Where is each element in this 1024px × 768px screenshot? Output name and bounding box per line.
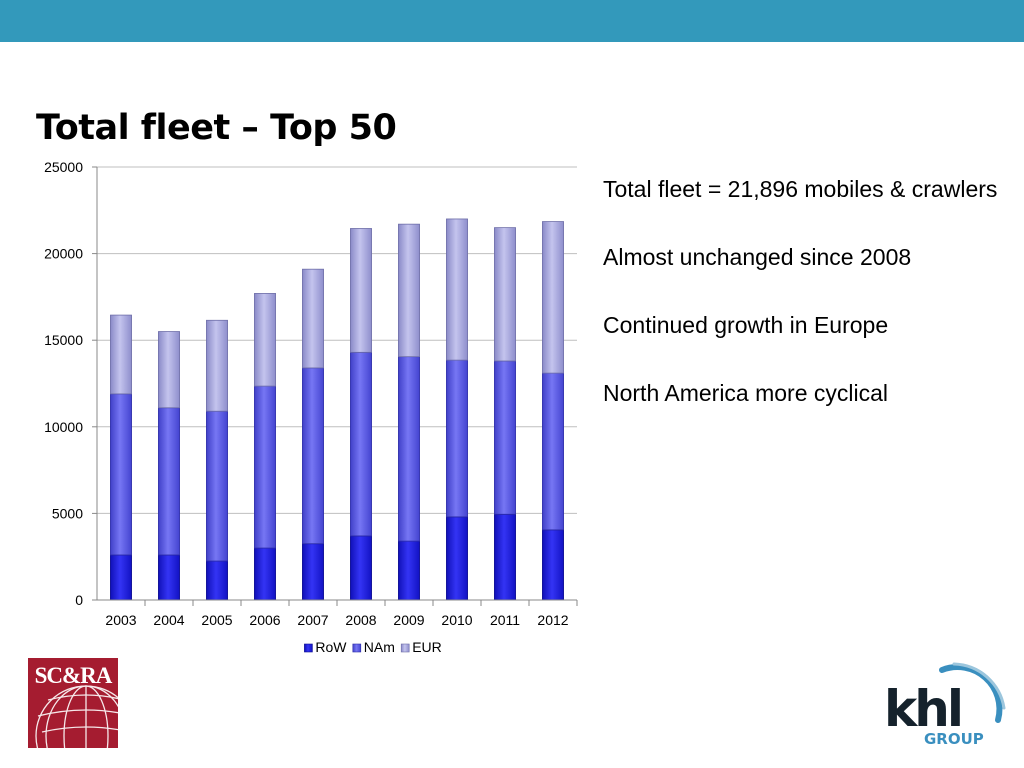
legend-label-eur: EUR [412,639,442,655]
note-unchanged: Almost unchanged since 2008 [603,244,912,270]
bar-row-2005 [206,560,228,601]
bar-eur-2011 [494,227,516,362]
bar-row-2011 [494,513,516,601]
bar-nam-2005 [206,410,228,562]
scra-logo-icon: SC&RA [28,658,118,748]
x-tick-label: 2009 [393,612,424,628]
bar-nam-2007 [302,367,324,545]
legend-label-nam: NAm [364,639,395,655]
bar-nam-2009 [398,356,420,542]
khl-group-logo-icon: khl GROUP [884,662,1006,748]
notes-panel: Total fleet = 21,896 mobiles & crawlers … [603,174,1013,446]
bar-row-2006 [254,547,276,601]
y-tick-label: 10000 [44,419,83,435]
bar-eur-2009 [398,223,420,358]
bar-row-2007 [302,543,324,601]
y-tick-label: 5000 [52,505,83,521]
x-tick-label: 2005 [201,612,232,628]
bar-row-2012 [542,529,564,601]
scra-logo-text: SC&RA [35,663,113,688]
x-tick-label: 2004 [153,612,184,628]
bar-nam-2010 [446,359,468,518]
note-north-america: North America more cyclical [603,380,889,406]
x-tick-label: 2011 [490,612,520,628]
bar-eur-2007 [302,268,324,369]
bar-nam-2008 [350,351,372,537]
y-tick-label: 20000 [44,246,83,262]
note-europe-growth: Continued growth in Europe [603,312,889,338]
bar-eur-2008 [350,228,372,353]
legend-swatch-eur [400,643,410,653]
khl-group-text: GROUP [924,730,984,748]
x-tick-label: 2006 [249,612,280,628]
x-tick-label: 2007 [297,612,328,628]
khl-logo-text: khl [884,680,961,738]
bar-row-2009 [398,540,420,601]
bar-row-2008 [350,535,372,601]
note-total-fleet: Total fleet = 21,896 mobiles & crawlers [603,176,998,202]
x-tick-label: 2010 [441,612,472,628]
legend-swatch-nam [352,643,362,653]
bar-eur-2012 [542,221,564,374]
top-accent-bar [0,0,1024,42]
bar-nam-2003 [110,393,132,556]
bar-eur-2003 [110,314,132,395]
bar-row-2010 [446,516,468,601]
bar-nam-2012 [542,372,564,531]
bar-nam-2004 [158,407,180,556]
bar-eur-2005 [206,319,228,412]
x-tick-label: 2003 [105,612,136,628]
x-tick-label: 2012 [537,612,568,628]
y-tick-label: 25000 [44,159,83,175]
bar-eur-2006 [254,293,276,387]
stacked-bar-chart: 0 5000 10000 15000 20000 25000 2003 2004 2005 200… [44,159,578,655]
y-tick-label: 0 [75,592,83,608]
bar-nam-2006 [254,385,276,549]
bar-eur-2010 [446,218,468,361]
y-tick-label: 15000 [44,332,83,348]
slide-title: Total fleet – Top 50 [36,108,397,148]
bar-row-2004 [158,554,180,601]
legend-label-row: RoW [315,639,347,655]
bar-nam-2011 [494,360,516,515]
legend-swatch-row [304,643,313,653]
x-tick-label: 2008 [345,612,376,628]
bar-row-2003 [110,554,132,601]
bar-eur-2004 [158,331,180,409]
